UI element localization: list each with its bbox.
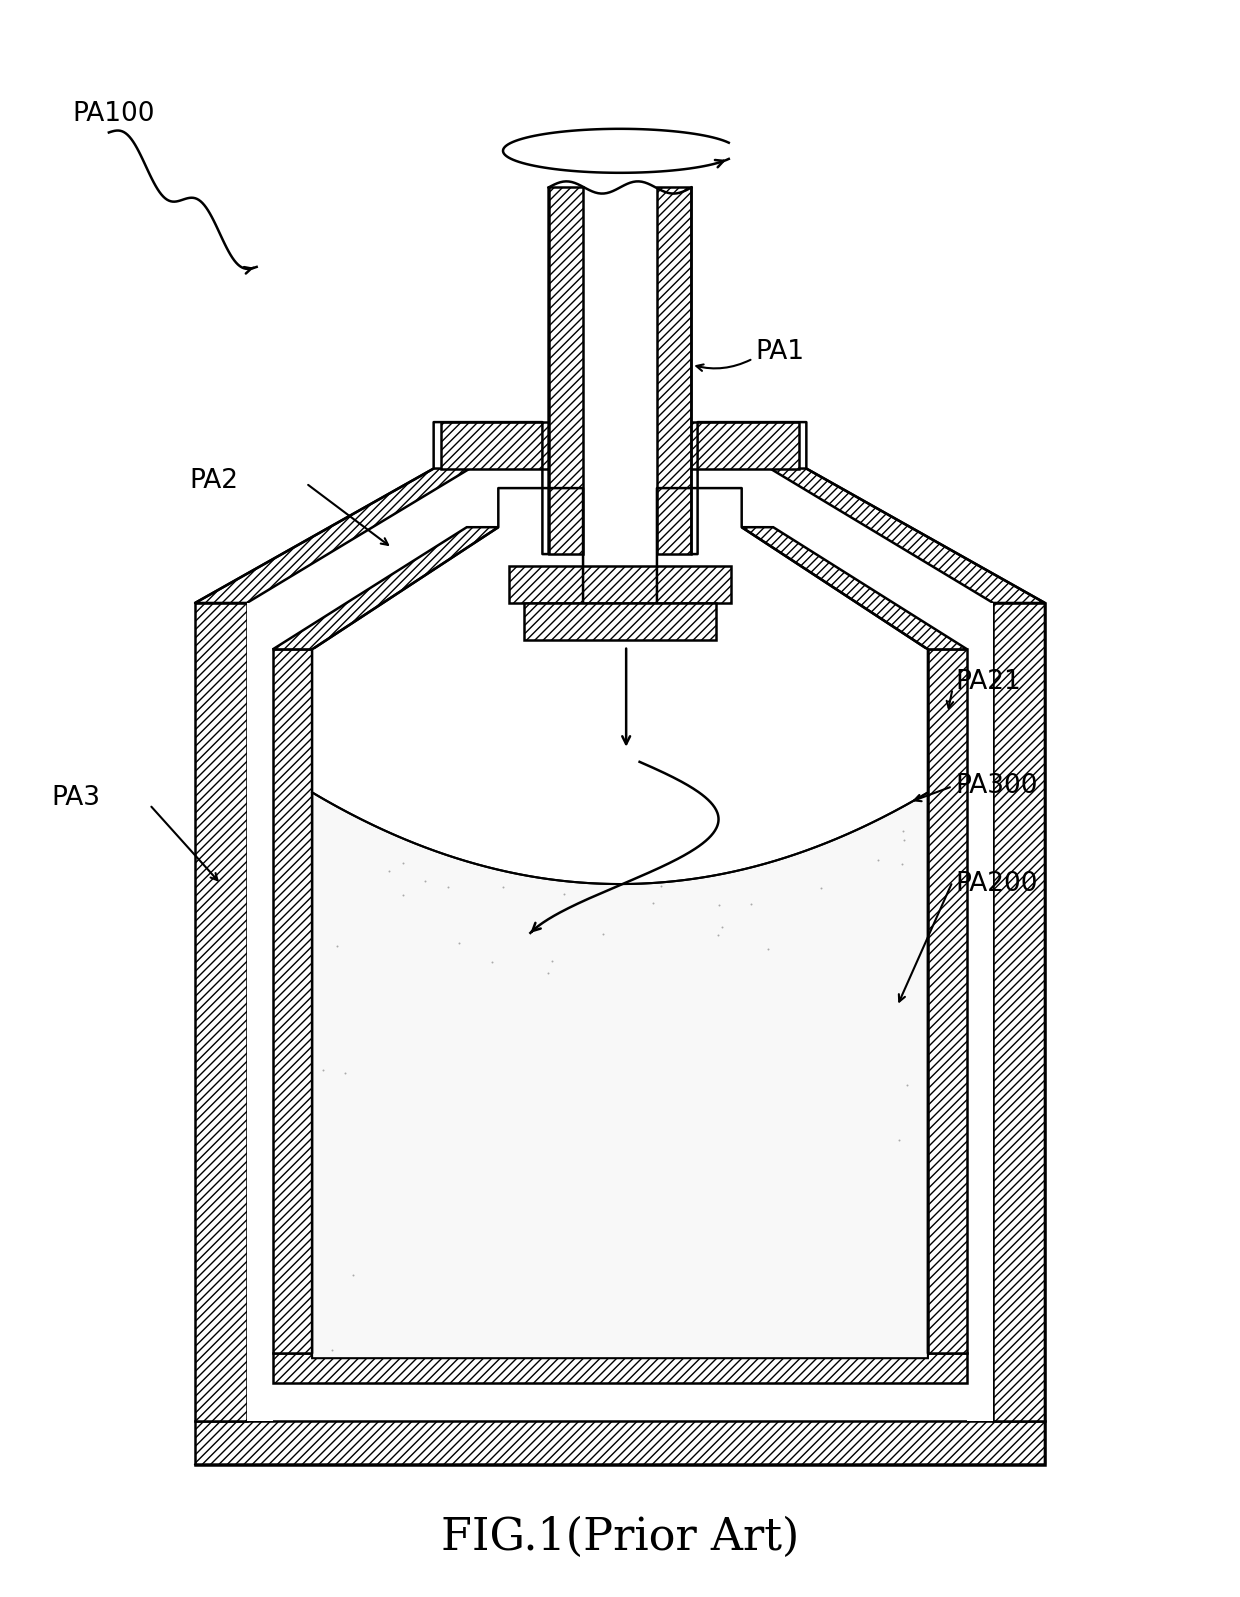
Bar (273, 1353, 967, 1383)
Point (893, 851, 913, 877)
Point (651, 874, 671, 899)
Point (335, 1060, 355, 1086)
Point (379, 858, 399, 883)
Point (322, 1338, 342, 1364)
Text: PA1: PA1 (755, 340, 805, 366)
Bar (510, 567, 730, 604)
Point (438, 875, 458, 901)
Bar (525, 604, 715, 640)
Point (553, 882, 573, 907)
Point (393, 850, 413, 875)
Bar (195, 1421, 1045, 1464)
Point (494, 875, 513, 901)
Bar (548, 187, 583, 554)
Bar (247, 604, 993, 1464)
Bar (928, 650, 967, 1353)
Bar (247, 604, 273, 1421)
Text: PA100: PA100 (72, 101, 155, 128)
Point (593, 921, 613, 947)
Text: PA200: PA200 (955, 870, 1038, 898)
Polygon shape (195, 468, 470, 604)
Point (644, 890, 663, 915)
Point (709, 893, 729, 918)
Point (482, 950, 502, 976)
Point (450, 931, 470, 957)
Point (894, 827, 914, 853)
Bar (583, 187, 657, 554)
Polygon shape (770, 468, 1045, 604)
Point (327, 934, 347, 960)
Text: PA300: PA300 (955, 773, 1038, 798)
Point (758, 936, 777, 961)
Bar (273, 650, 312, 1353)
Text: PA3: PA3 (51, 786, 100, 811)
Bar (312, 650, 928, 1353)
Point (542, 949, 562, 974)
Point (538, 960, 558, 985)
Bar (967, 604, 993, 1421)
Point (393, 882, 413, 907)
Point (893, 818, 913, 843)
Point (708, 923, 728, 949)
Point (897, 1072, 916, 1097)
Bar (657, 187, 692, 554)
Point (742, 891, 761, 917)
Polygon shape (742, 527, 967, 650)
Bar (441, 422, 799, 468)
Text: FIG.1(Prior Art): FIG.1(Prior Art) (441, 1516, 799, 1559)
Bar (993, 604, 1045, 1421)
Point (868, 848, 888, 874)
Point (312, 1057, 332, 1083)
Point (712, 913, 732, 939)
Polygon shape (312, 792, 928, 1357)
Text: PA21: PA21 (955, 669, 1021, 695)
Point (811, 875, 831, 901)
Point (415, 869, 435, 894)
Polygon shape (273, 527, 498, 650)
Point (889, 1127, 909, 1153)
Text: PA2: PA2 (188, 468, 238, 493)
Point (343, 1262, 363, 1287)
Bar (195, 604, 247, 1421)
